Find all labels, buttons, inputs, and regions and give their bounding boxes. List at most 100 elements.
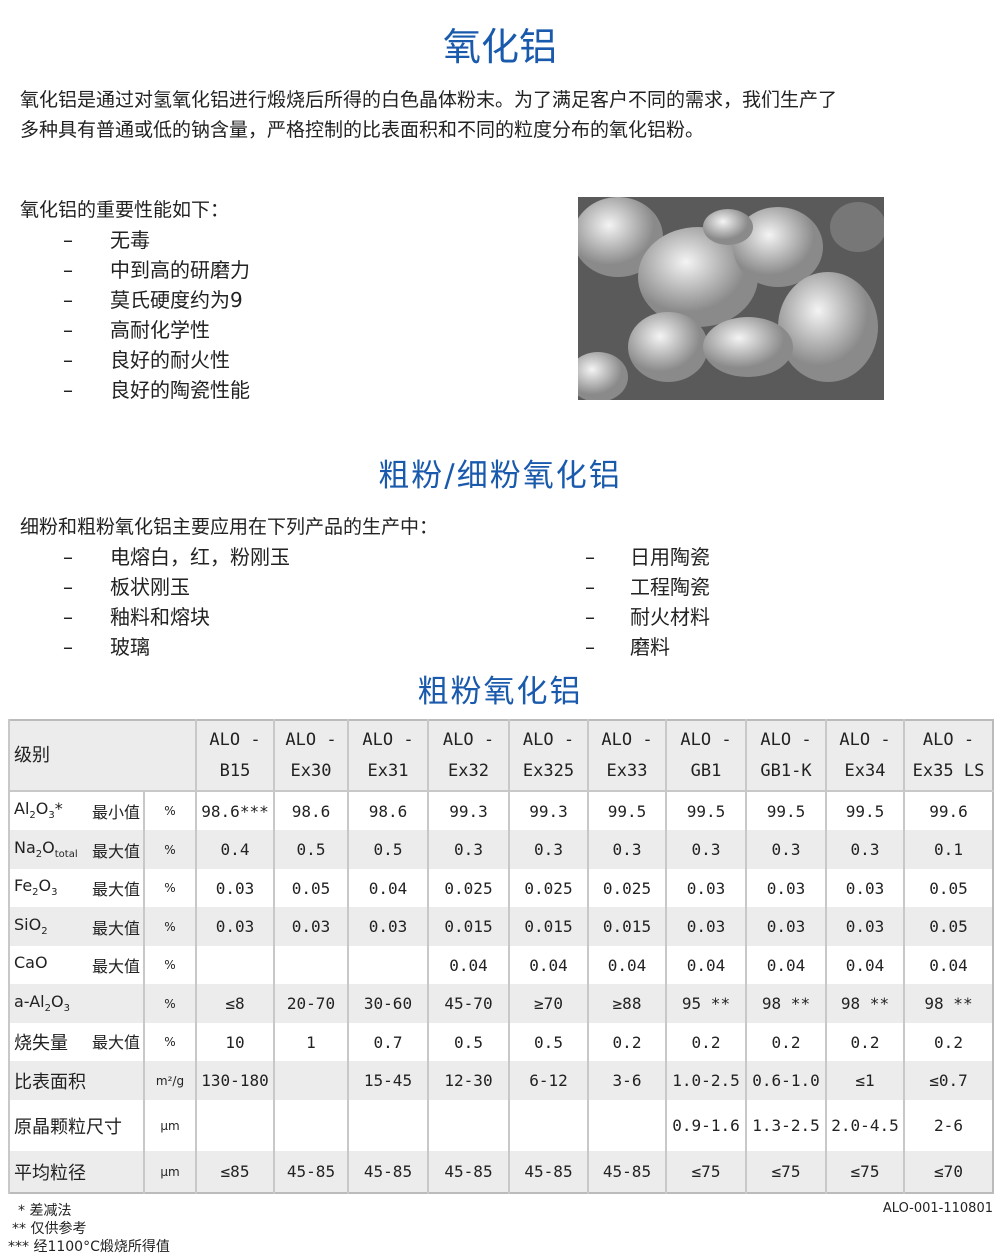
grade-name-line: ALO - — [601, 729, 653, 750]
table-cell: 1.3-2.5 — [745, 1100, 826, 1151]
row-qualifier: 最大值 — [91, 918, 140, 938]
row-label: 原晶颗粒尺寸 — [8, 1100, 144, 1151]
label-part: SiO — [14, 914, 42, 934]
table-title: 粗粉氧化铝 — [417, 674, 583, 710]
table-row: 原晶颗粒尺寸 μm 0.9-1.6 1.3-2.5 2.0-4.5 2-6 — [8, 1100, 993, 1151]
row-unit: % — [143, 907, 196, 946]
grade-name-line: Ex35 LS — [912, 760, 985, 781]
table-cell: 99.5 — [825, 791, 904, 830]
label-part: Na — [14, 837, 36, 857]
footnote-1: * 差减法 — [18, 1203, 72, 1219]
table-cell: 98 ** — [745, 984, 826, 1023]
row-label: 平均粒径 — [8, 1151, 144, 1193]
table-cell — [273, 1061, 348, 1100]
table-cell: 0.04 — [745, 946, 826, 984]
table-cell: 0.4 — [195, 830, 274, 869]
grade-name-line: Ex31 — [367, 760, 409, 781]
label-part: O — [42, 837, 55, 857]
table-cell — [427, 1100, 509, 1151]
grade-column-header: ALO - Ex34 — [825, 720, 904, 792]
bullet-dash: – — [63, 288, 73, 312]
grade-name-line: B15 — [219, 760, 251, 781]
table-cell: 0.2 — [825, 1023, 904, 1061]
table-cell: 95 ** — [665, 984, 746, 1023]
intro-line-2: 多种具有普通或低的钠含量，严格控制的比表面积和不同的粒度分布的氧化铝粉。 — [20, 119, 705, 141]
table-cell: 0.04 — [587, 946, 666, 984]
bullet-dash: – — [63, 318, 73, 342]
bullet-dash: – — [63, 348, 73, 372]
table-cell: ≤0.7 — [903, 1061, 993, 1100]
grade-column-header: ALO - GB1 — [665, 720, 746, 792]
table-cell: 0.03 — [825, 907, 904, 946]
grade-name-line: Ex34 — [844, 760, 886, 781]
table-cell: 0.5 — [273, 830, 348, 869]
table-cell — [195, 1100, 274, 1151]
table-cell: 0.03 — [195, 907, 274, 946]
label-part: 2 — [41, 925, 48, 937]
row-unit: % — [143, 984, 196, 1023]
label-part: CaO — [14, 953, 48, 972]
table-cell: 45-85 — [587, 1151, 666, 1193]
row-qualifier: 最大值 — [91, 880, 140, 899]
table-cell: 2-6 — [903, 1100, 993, 1151]
table-row: 平均粒径 μm ≤85 45-85 45-85 45-85 45-85 45-85 ≤75 ≤75… — [8, 1151, 993, 1193]
label-part: 2 — [29, 810, 36, 822]
table-cell — [273, 946, 348, 984]
label-part: 3 — [63, 1003, 70, 1015]
row-qualifier: 最大值 — [91, 1033, 140, 1052]
grade-name-line: ALO - — [922, 729, 975, 750]
row-unit: μm — [143, 1100, 196, 1151]
table-cell: 1.0-2.5 — [665, 1061, 746, 1100]
application-item: 工程陶瓷 — [630, 575, 710, 599]
label-part: 2 — [44, 1003, 51, 1015]
grade-name-line: ALO - — [522, 729, 575, 750]
table-cell — [195, 946, 274, 984]
table-cell: 0.1 — [903, 830, 993, 869]
grade-column-header: ALO - Ex32 — [427, 720, 509, 792]
table-cell: 0.03 — [825, 869, 904, 907]
section2-intro: 细粉和粗粉氧化铝主要应用在下列产品的生产中： — [20, 516, 439, 538]
grade-name-line: ALO - — [680, 729, 732, 750]
table-cell: 0.3 — [427, 830, 509, 869]
table-row: 最大值 烧失量% 10 1 0.7 0.5 0.5 0.2 0.2 0.2 0.2 0.2 — [8, 1023, 993, 1061]
table-cell: 0.03 — [273, 907, 348, 946]
row-qualifier: 最小值 — [91, 803, 140, 822]
table-row: 最大值 CaO% 0.04 0.04 0.04 0.04 0.04 0.04 0.04 — [8, 946, 993, 984]
bullet-dash: – — [63, 228, 73, 252]
row-label: 比表面积 — [8, 1061, 144, 1100]
table-cell: 0.04 — [508, 946, 588, 984]
label-part: 原晶颗粒尺寸 — [14, 1116, 122, 1138]
table-row: 最大值 Na2Ototal% 0.4 0.5 0.5 0.3 0.3 0.3 0.3 0.3 0.3… — [8, 830, 993, 869]
grade-column-header: ALO - Ex31 — [347, 720, 428, 792]
table-cell: 130-180 — [195, 1061, 274, 1100]
bullet-dash: – — [63, 545, 73, 569]
label-part: 烧失量 — [14, 1033, 68, 1054]
row-label: 最大值 Na2Ototal — [8, 830, 144, 869]
label-part: * — [54, 799, 63, 818]
table-cell: ≤85 — [195, 1151, 274, 1193]
application-item: 耐火材料 — [630, 605, 710, 629]
table-cell: 0.04 — [665, 946, 746, 984]
label-part: 3 — [48, 810, 55, 822]
table-cell: 45-85 — [427, 1151, 509, 1193]
table-cell: 0.05 — [273, 869, 348, 907]
label-part: O — [51, 992, 64, 1012]
specification-table: 级别 ALO - B15 ALO - Ex30 ALO - Ex31 ALO - Ex32 ALO… — [8, 719, 994, 1194]
table-cell: 0.04 — [825, 946, 904, 984]
grade-name-line: Ex30 — [290, 760, 332, 781]
table-cell: 0.03 — [745, 907, 826, 946]
grade-column-header: ALO - Ex33 — [587, 720, 666, 792]
table-cell: 0.025 — [508, 869, 588, 907]
property-item: 高耐化学性 — [110, 318, 210, 342]
row-qualifier: 最大值 — [91, 957, 140, 976]
table-cell: 0.7 — [347, 1023, 428, 1061]
grade-name-line: ALO - — [839, 729, 891, 750]
grade-name-line: ALO - — [362, 729, 414, 750]
table-cell: 0.2 — [665, 1023, 746, 1061]
table-cell: ≥88 — [587, 984, 666, 1023]
table-cell: 99.3 — [427, 791, 509, 830]
label-part: 2 — [35, 848, 43, 860]
table-cell: 98.6 — [347, 791, 428, 830]
table-cell: 0.9-1.6 — [665, 1100, 746, 1151]
table-cell: 0.3 — [825, 830, 904, 869]
